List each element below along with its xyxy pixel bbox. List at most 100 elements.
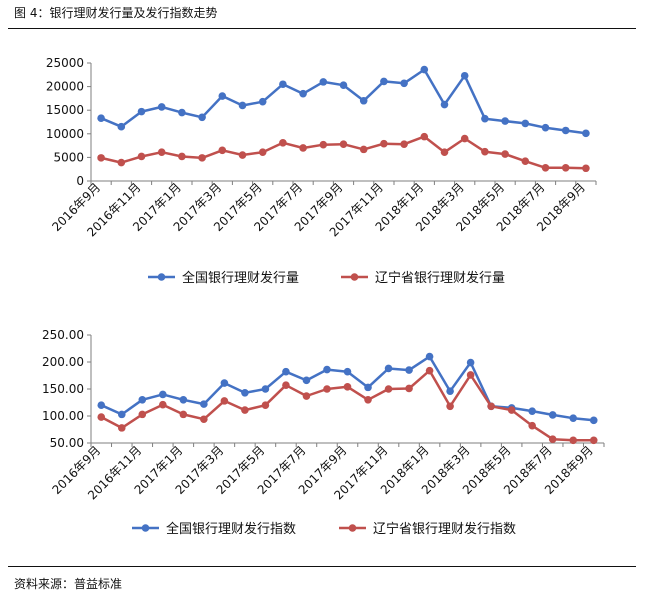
data-point-series-2 <box>582 164 590 173</box>
data-point-series-2 <box>261 401 270 409</box>
data-point-series-1 <box>460 71 469 80</box>
data-point-series-2 <box>501 150 509 158</box>
data-point-series-1 <box>589 416 598 425</box>
data-point-series-2 <box>541 163 550 172</box>
data-point-series-1 <box>117 410 126 419</box>
data-point-series-2 <box>364 396 372 404</box>
y-tick-label: 10000 <box>46 127 84 141</box>
y-tick-label: 50.00 <box>50 436 84 450</box>
data-point-series-2 <box>157 148 166 157</box>
data-point-series-1 <box>220 379 229 387</box>
data-point-series-2 <box>440 148 449 157</box>
data-point-series-2 <box>218 146 227 155</box>
data-point-series-2 <box>589 436 598 445</box>
y-tick-label: 0 <box>76 174 84 188</box>
data-point-series-2 <box>178 152 186 161</box>
data-point-series-1 <box>179 396 188 404</box>
data-point-series-2 <box>117 424 126 432</box>
data-point-series-2 <box>159 400 167 409</box>
data-point-series-2 <box>299 144 307 152</box>
data-point-series-1 <box>339 81 348 89</box>
figure-title: 图 4：银行理财发行量及发行指数走势 <box>14 6 218 20</box>
data-point-series-2 <box>138 410 147 419</box>
bottom-rule <box>8 566 636 567</box>
data-point-series-1 <box>501 117 509 125</box>
data-point-series-2 <box>97 413 106 421</box>
data-point-series-1 <box>241 388 249 397</box>
legend-marker-1 <box>157 273 166 281</box>
data-point-series-1 <box>261 385 270 393</box>
y-tick-label: 250.00 <box>42 328 84 342</box>
data-point-series-2 <box>241 406 249 414</box>
data-point-series-1 <box>323 365 331 374</box>
data-point-series-1 <box>159 390 167 399</box>
data-point-series-1 <box>137 107 146 116</box>
data-point-series-2 <box>97 154 105 162</box>
y-tick-label: 25000 <box>46 56 84 70</box>
data-point-series-2 <box>446 402 454 411</box>
data-point-series-1 <box>117 122 126 131</box>
data-point-series-1 <box>302 376 311 385</box>
data-point-series-1 <box>446 387 454 395</box>
data-point-series-1 <box>528 407 536 415</box>
data-point-series-1 <box>282 367 290 376</box>
data-point-series-1 <box>178 108 186 117</box>
data-point-series-2 <box>282 381 290 390</box>
legend-marker-1 <box>141 524 150 532</box>
data-point-series-1 <box>343 367 352 376</box>
y-tick-label: 150.00 <box>42 382 84 396</box>
data-point-series-1 <box>157 103 166 111</box>
legend-label-2: 辽宁省银行理财发行指数 <box>373 521 516 537</box>
data-point-series-2 <box>343 383 352 391</box>
data-point-series-2 <box>400 140 408 148</box>
data-point-series-2 <box>548 435 557 444</box>
data-point-series-1 <box>198 113 206 122</box>
data-point-series-1 <box>138 396 147 404</box>
data-point-series-1 <box>420 65 429 74</box>
data-point-series-2 <box>258 148 267 157</box>
data-point-series-2 <box>481 147 489 156</box>
data-point-series-2 <box>569 436 578 445</box>
legend-label-1: 全国银行理财发行指数 <box>166 521 296 537</box>
y-tick-label: 20000 <box>46 80 84 94</box>
data-point-series-2 <box>220 397 229 405</box>
data-point-series-2 <box>117 158 126 167</box>
data-point-series-2 <box>200 415 208 424</box>
data-point-series-2 <box>528 421 536 430</box>
series-line-1 <box>100 68 587 135</box>
data-point-series-2 <box>384 385 393 393</box>
data-point-series-2 <box>507 406 516 414</box>
data-point-series-1 <box>548 411 557 419</box>
legend-label-1: 全国银行理财发行量 <box>182 270 299 286</box>
data-point-series-2 <box>405 384 413 393</box>
data-point-series-2 <box>359 145 368 154</box>
chart-issuance-index: 50.00100.00150.00200.00250.002016年9月2016… <box>42 328 605 537</box>
series-line-2 <box>100 369 594 442</box>
top-rule <box>8 28 636 29</box>
data-point-series-1 <box>561 126 570 135</box>
data-point-series-2 <box>425 366 434 375</box>
data-point-series-1 <box>364 383 372 392</box>
data-point-series-1 <box>299 89 307 98</box>
data-point-series-1 <box>466 358 475 367</box>
data-point-series-1 <box>258 97 267 106</box>
data-point-series-1 <box>521 119 530 128</box>
source-note: 资料来源：普益标准 <box>14 577 123 591</box>
data-point-series-1 <box>425 352 434 361</box>
data-point-series-1 <box>238 101 247 110</box>
data-point-series-1 <box>279 80 287 89</box>
data-point-series-2 <box>460 134 469 143</box>
data-point-series-1 <box>380 77 388 86</box>
y-tick-label: 200.00 <box>42 355 84 369</box>
data-point-series-1 <box>384 364 393 373</box>
y-tick-label: 15000 <box>46 103 84 117</box>
data-point-series-1 <box>319 78 328 86</box>
y-tick-label: 5000 <box>53 150 84 164</box>
data-point-series-2 <box>198 154 206 162</box>
data-point-series-2 <box>339 140 348 148</box>
legend-marker-2 <box>348 524 357 532</box>
data-point-series-2 <box>323 385 331 393</box>
data-point-series-1 <box>359 96 368 105</box>
data-point-series-1 <box>440 100 449 109</box>
y-tick-label: 100.00 <box>42 409 84 423</box>
